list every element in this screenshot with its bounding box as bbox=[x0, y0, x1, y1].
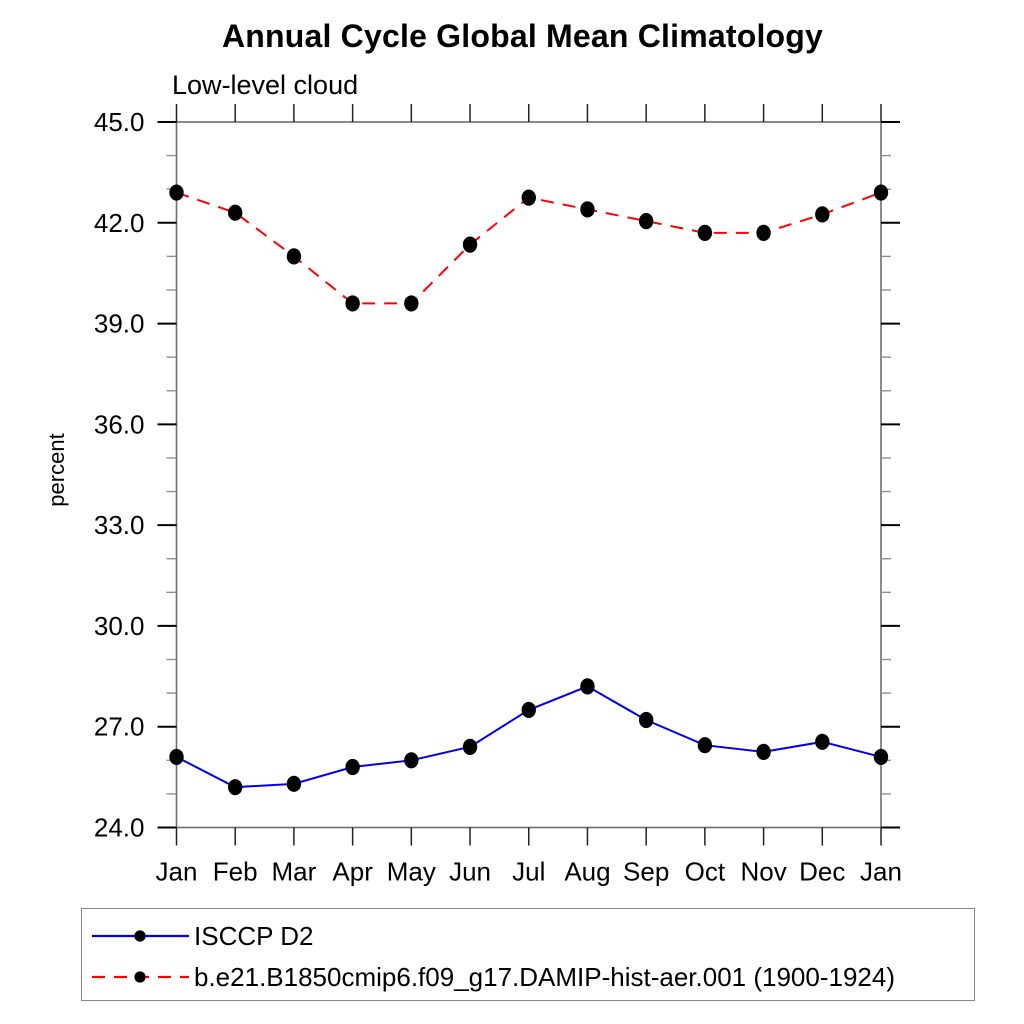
data-point-marker bbox=[228, 779, 243, 796]
x-tick-label: Jan bbox=[156, 857, 198, 887]
x-tick-label: May bbox=[387, 857, 436, 887]
y-tick-label: 24.0 bbox=[94, 813, 145, 843]
data-point-marker bbox=[815, 206, 830, 223]
data-point-marker bbox=[756, 743, 771, 761]
dashed-line-sample-icon bbox=[92, 971, 189, 983]
y-tick-label: 27.0 bbox=[94, 712, 145, 742]
data-point-marker bbox=[756, 224, 771, 241]
x-tick-label: Jan bbox=[860, 857, 902, 887]
data-point-marker bbox=[286, 775, 302, 792]
data-point-marker bbox=[345, 758, 360, 776]
data-point-marker bbox=[404, 752, 419, 769]
legend-item-isccp-d2: ISCCP D2 bbox=[87, 922, 313, 950]
x-tick-label: Mar bbox=[272, 857, 317, 887]
x-tick-label: Jul bbox=[512, 857, 545, 887]
data-point-marker bbox=[580, 201, 595, 218]
data-point-marker bbox=[404, 295, 419, 312]
data-point-marker bbox=[638, 711, 654, 729]
data-point-marker bbox=[638, 213, 654, 230]
data-point-marker bbox=[815, 733, 830, 750]
x-tick-label: Jun bbox=[449, 857, 491, 887]
data-point-marker bbox=[697, 737, 713, 754]
y-tick-label: 30.0 bbox=[94, 611, 145, 641]
data-point-marker bbox=[521, 189, 536, 206]
marker-dot-icon bbox=[134, 930, 146, 942]
x-tick-label: Sep bbox=[623, 857, 669, 887]
data-point-marker bbox=[521, 701, 536, 719]
x-tick-label: Dec bbox=[799, 857, 845, 887]
data-point-marker bbox=[228, 204, 243, 221]
y-tick-label: 33.0 bbox=[94, 510, 145, 540]
legend-item-model-run: b.e21.B1850cmip6.f09_g17.DAMIP-hist-aer.… bbox=[87, 963, 895, 991]
data-point-marker bbox=[462, 236, 478, 253]
data-point-marker bbox=[345, 295, 360, 312]
series-line-0 bbox=[176, 685, 882, 789]
series-line-1 bbox=[176, 191, 882, 305]
data-point-marker bbox=[873, 184, 889, 201]
legend: ISCCP D2 b.e21.B1850cmip6.f09_g17.DAMIP-… bbox=[81, 908, 975, 1001]
legend-label: b.e21.B1850cmip6.f09_g17.DAMIP-hist-aer.… bbox=[194, 962, 895, 992]
marker-dot-icon bbox=[134, 971, 146, 983]
chart-subtitle: Low-level cloud bbox=[172, 70, 359, 100]
solid-line-sample-icon bbox=[92, 930, 189, 942]
y-tick-label: 36.0 bbox=[94, 409, 145, 439]
chart-title: Annual Cycle Global Mean Climatology bbox=[221, 18, 824, 54]
data-point-marker bbox=[580, 678, 595, 695]
x-tick-label: Aug bbox=[564, 857, 610, 887]
data-point-marker bbox=[169, 184, 184, 201]
x-tick-label: Oct bbox=[685, 857, 726, 887]
data-point-marker bbox=[873, 748, 889, 766]
data-point-marker bbox=[286, 248, 302, 265]
x-tick-label: Apr bbox=[332, 857, 373, 887]
legend-label: ISCCP D2 bbox=[194, 921, 314, 951]
y-tick-label: 42.0 bbox=[94, 208, 145, 238]
data-point-marker bbox=[462, 738, 478, 755]
y-tick-label: 39.0 bbox=[94, 309, 145, 339]
x-tick-label: Feb bbox=[213, 857, 258, 887]
x-tick-label: Nov bbox=[740, 857, 786, 887]
data-point-marker bbox=[169, 748, 184, 766]
y-tick-label: 45.0 bbox=[94, 107, 145, 137]
data-point-marker bbox=[697, 224, 713, 241]
